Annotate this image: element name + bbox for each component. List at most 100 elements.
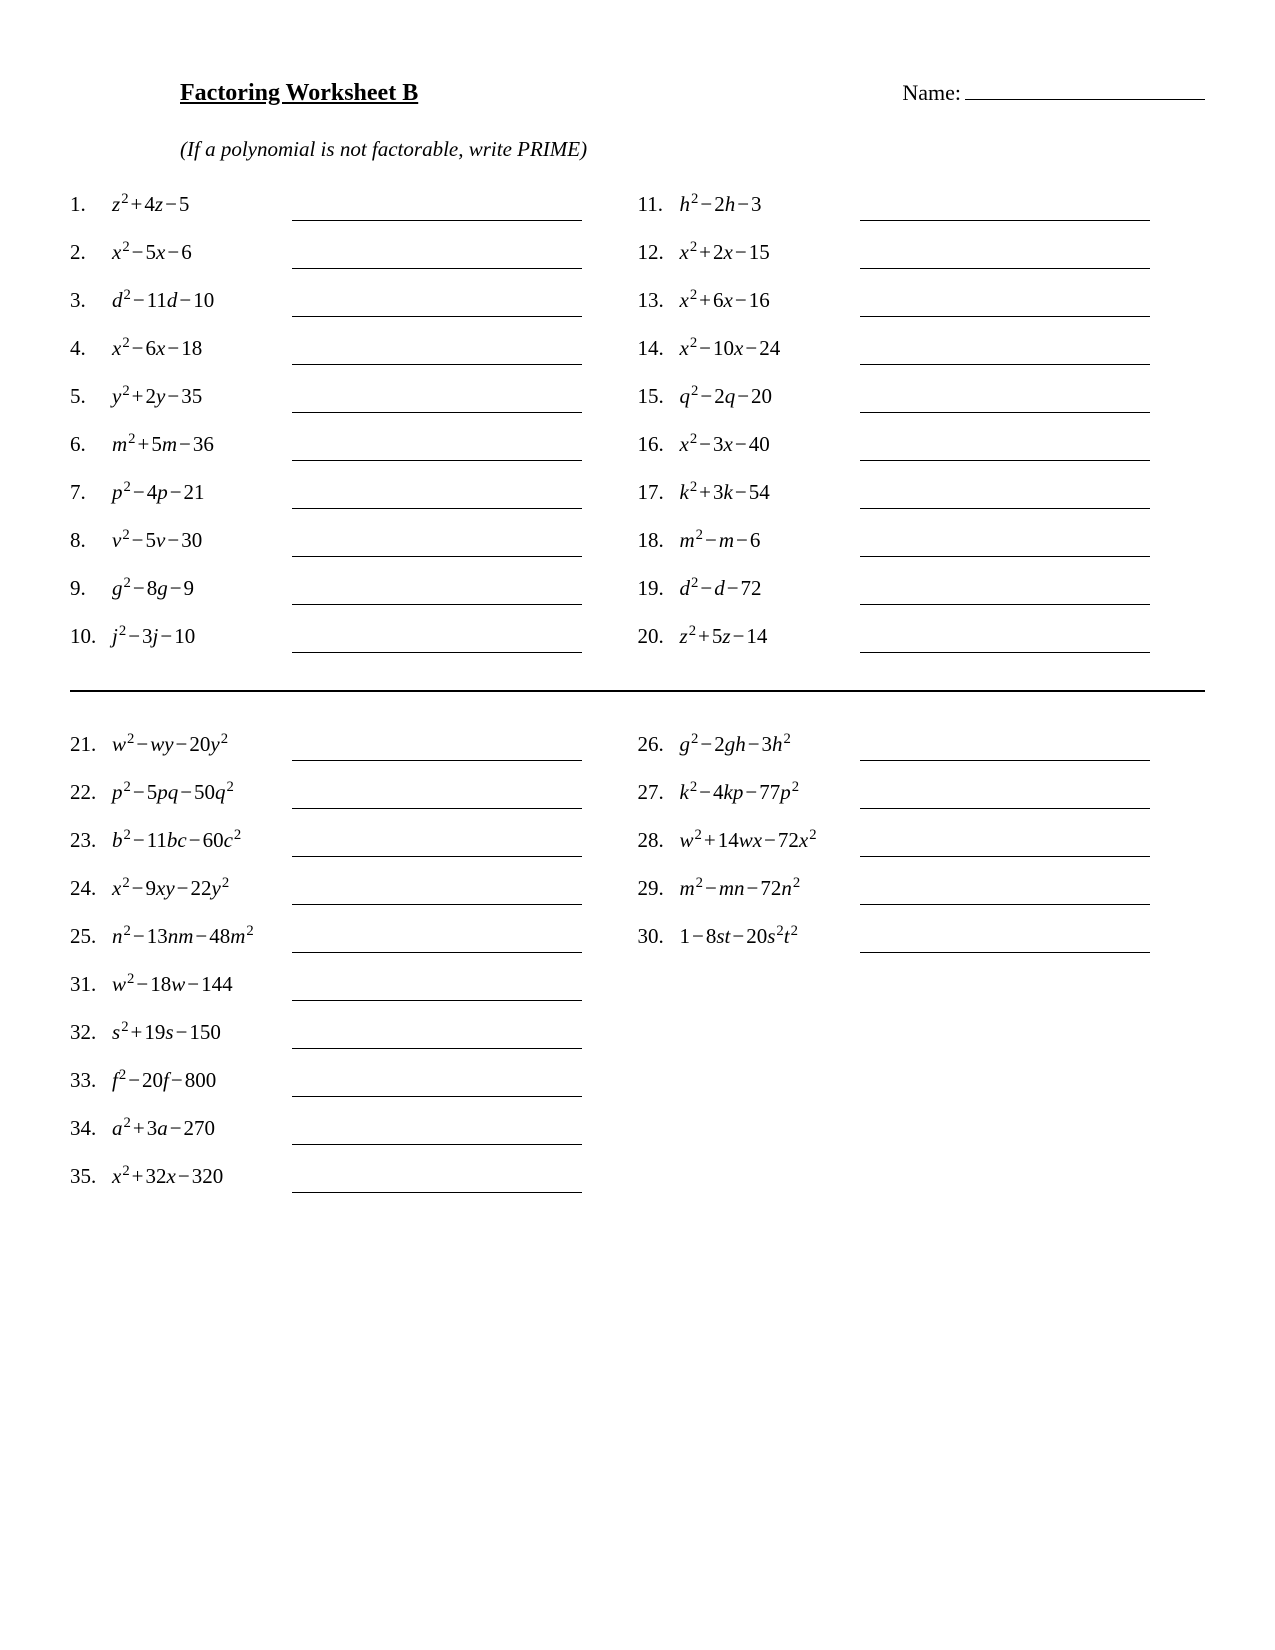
answer-blank[interactable] (292, 459, 582, 461)
answer-blank[interactable] (292, 363, 582, 365)
answer-blank[interactable] (860, 315, 1150, 317)
answer-blank[interactable] (292, 759, 582, 761)
problem-expression: x2−10x−24 (680, 336, 860, 361)
problem-number: 27. (638, 780, 680, 805)
problem-number: 16. (638, 432, 680, 457)
problem-number: 15. (638, 384, 680, 409)
answer-blank[interactable] (860, 363, 1150, 365)
section-divider (70, 690, 1205, 692)
answer-blank[interactable] (292, 903, 582, 905)
instruction-text: (If a polynomial is not factorable, writ… (70, 137, 1205, 162)
problem-row: 30.1−8st−20s2t2 (638, 924, 1206, 972)
header-row: Factoring Worksheet B Name: (70, 80, 1205, 107)
problem-number: 25. (70, 924, 112, 949)
answer-blank[interactable] (292, 267, 582, 269)
answer-blank[interactable] (292, 855, 582, 857)
answer-blank[interactable] (292, 219, 582, 221)
answer-blank[interactable] (860, 411, 1150, 413)
problem-expression: b2−11bc−60c2 (112, 828, 292, 853)
problem-number: 14. (638, 336, 680, 361)
problem-number: 10. (70, 624, 112, 649)
answer-blank[interactable] (292, 315, 582, 317)
answer-blank[interactable] (292, 1191, 582, 1193)
problem-number: 23. (70, 828, 112, 853)
problem-expression: n2−13nm−48m2 (112, 924, 292, 949)
problem-row: 26.g2−2gh−3h2 (638, 732, 1206, 780)
problem-row: 10.j2−3j−10 (70, 624, 638, 672)
problem-row: 13.x2+6x−16 (638, 288, 1206, 336)
answer-blank[interactable] (860, 267, 1150, 269)
name-blank[interactable] (965, 99, 1205, 100)
problem-expression: w2−wy−20y2 (112, 732, 292, 757)
answer-blank[interactable] (292, 507, 582, 509)
problem-row: 9.g2−8g−9 (70, 576, 638, 624)
answer-blank[interactable] (860, 555, 1150, 557)
problem-expression: h2−2h−3 (680, 192, 860, 217)
answer-blank[interactable] (860, 459, 1150, 461)
problem-row: 18.m2−m−6 (638, 528, 1206, 576)
answer-blank[interactable] (860, 603, 1150, 605)
problem-expression: k2+3k−54 (680, 480, 860, 505)
problem-number: 32. (70, 1020, 112, 1045)
problem-row: 5.y2+2y−35 (70, 384, 638, 432)
problem-number: 4. (70, 336, 112, 361)
worksheet-page: Factoring Worksheet B Name: (If a polyno… (0, 0, 1275, 1292)
problem-expression: d2−11d−10 (112, 288, 292, 313)
answer-blank[interactable] (292, 1143, 582, 1145)
section-2-right-bottom-empty (638, 972, 1206, 1212)
problem-row: 12.x2+2x−15 (638, 240, 1206, 288)
problem-number: 11. (638, 192, 680, 217)
problem-number: 33. (70, 1068, 112, 1093)
problem-row: 29.m2−mn−72n2 (638, 876, 1206, 924)
answer-blank[interactable] (292, 411, 582, 413)
answer-blank[interactable] (292, 999, 582, 1001)
problem-number: 19. (638, 576, 680, 601)
problem-row: 6.m2+5m−36 (70, 432, 638, 480)
problem-number: 22. (70, 780, 112, 805)
problem-number: 1. (70, 192, 112, 217)
answer-blank[interactable] (860, 903, 1150, 905)
section-1-left-column: 1.z2+4z−52.x2−5x−63.d2−11d−104.x2−6x−185… (70, 192, 638, 672)
answer-blank[interactable] (860, 759, 1150, 761)
answer-blank[interactable] (860, 807, 1150, 809)
problem-row: 15.q2−2q−20 (638, 384, 1206, 432)
problem-row: 20.z2+5z−14 (638, 624, 1206, 672)
problem-row: 33.f2−20f−800 (70, 1068, 638, 1116)
answer-blank[interactable] (292, 1095, 582, 1097)
answer-blank[interactable] (292, 651, 582, 653)
problem-expression: x2−3x−40 (680, 432, 860, 457)
name-label: Name: (902, 80, 961, 105)
answer-blank[interactable] (292, 1047, 582, 1049)
answer-blank[interactable] (860, 855, 1150, 857)
problem-expression: x2+6x−16 (680, 288, 860, 313)
answer-blank[interactable] (860, 507, 1150, 509)
answer-blank[interactable] (860, 951, 1150, 953)
problem-expression: x2−9xy−22y2 (112, 876, 292, 901)
answer-blank[interactable] (292, 807, 582, 809)
answer-blank[interactable] (292, 603, 582, 605)
answer-blank[interactable] (860, 651, 1150, 653)
problem-number: 6. (70, 432, 112, 457)
problem-expression: p2−4p−21 (112, 480, 292, 505)
problem-row: 19.d2−d−72 (638, 576, 1206, 624)
answer-blank[interactable] (860, 219, 1150, 221)
problem-expression: z2+5z−14 (680, 624, 860, 649)
problem-row: 22.p2−5pq−50q2 (70, 780, 638, 828)
problem-number: 8. (70, 528, 112, 553)
answer-blank[interactable] (292, 555, 582, 557)
problem-expression: m2+5m−36 (112, 432, 292, 457)
problem-row: 4.x2−6x−18 (70, 336, 638, 384)
section-2: 21.w2−wy−20y222.p2−5pq−50q223.b2−11bc−60… (70, 732, 1205, 1212)
problem-row: 23.b2−11bc−60c2 (70, 828, 638, 876)
problem-row: 31.w2−18w−144 (70, 972, 638, 1020)
problem-expression: 1−8st−20s2t2 (680, 924, 860, 949)
problem-row: 28.w2+14wx−72x2 (638, 828, 1206, 876)
problem-row: 16.x2−3x−40 (638, 432, 1206, 480)
problem-number: 34. (70, 1116, 112, 1141)
problem-expression: x2−6x−18 (112, 336, 292, 361)
worksheet-title: Factoring Worksheet B (180, 80, 418, 107)
answer-blank[interactable] (292, 951, 582, 953)
problem-row: 17.k2+3k−54 (638, 480, 1206, 528)
problem-expression: v2−5v−30 (112, 528, 292, 553)
problem-row: 34.a2+3a−270 (70, 1116, 638, 1164)
